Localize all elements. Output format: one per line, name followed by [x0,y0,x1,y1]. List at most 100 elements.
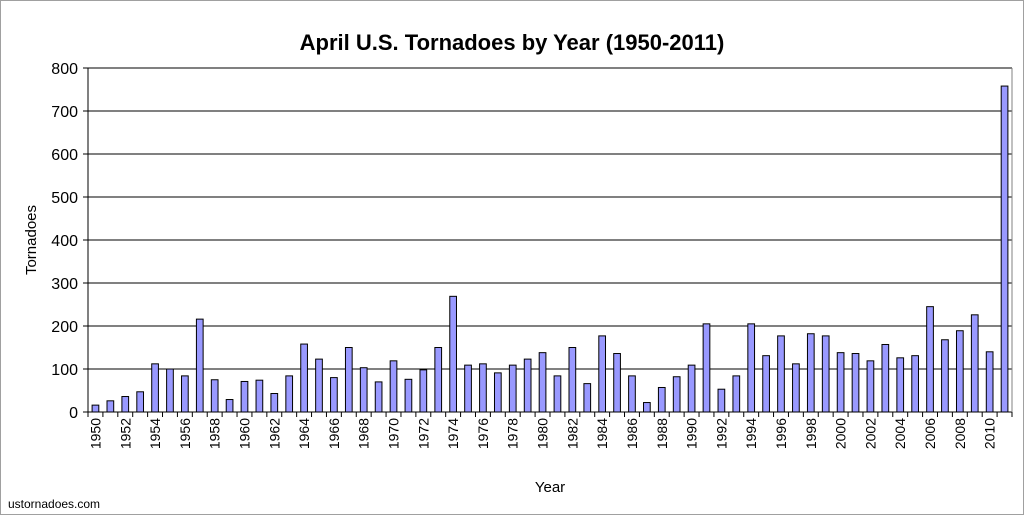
y-axis-label: Tornadoes [23,205,40,275]
bar-1989 [672,376,681,413]
x-tick-label: 1952 [117,418,133,449]
bar-1994 [747,323,756,413]
bar-1970 [389,360,398,413]
bar-1953 [136,391,145,413]
y-tick-label: 600 [51,147,78,164]
bar-1971 [404,378,413,413]
y-tick-label: 500 [51,190,78,207]
y-tick-label: 800 [51,61,78,78]
y-tick-label: 300 [51,276,78,293]
x-tick-label: 1976 [475,418,491,449]
bar-2010 [985,351,994,413]
y-tick-label: 400 [51,233,78,250]
x-tick-label: 1964 [296,418,312,449]
x-tick-label: 1992 [713,418,729,449]
bar-1979 [523,358,532,413]
bar-2001 [851,353,860,413]
x-tick-label: 2010 [982,418,998,449]
bar-1958 [210,379,219,413]
bar-1965 [315,358,323,413]
bar-1978 [508,364,517,413]
bar-1954 [151,363,159,413]
x-tick-label: 1972 [415,418,431,449]
bar-1997 [792,363,800,413]
x-tick-label: 1984 [594,418,610,449]
bar-1968 [359,367,368,413]
bar-1987 [643,402,651,413]
bar-1990 [687,364,696,413]
bar-1993 [732,375,741,413]
x-tick-label: 1974 [445,418,461,449]
x-tick-label: 2008 [952,418,968,449]
bar-1955 [166,368,174,413]
bar-1964 [300,343,308,413]
x-tick-label: 1986 [624,418,640,449]
x-tick-label: 1994 [743,418,759,449]
x-tick-label: 1970 [386,418,402,449]
bar-1951 [106,400,115,413]
bar-2011 [1000,85,1009,413]
bar-2009 [970,314,979,413]
x-tick-label: 1998 [803,418,819,449]
x-tick-label: 1988 [654,418,670,449]
bar-2007 [941,339,949,413]
bar-1960 [240,380,249,413]
y-tick-label: 700 [51,104,78,121]
x-tick-label: 1978 [505,418,521,449]
x-tick-label: 1996 [773,418,789,449]
bar-1977 [493,372,502,413]
bar-1985 [613,353,621,413]
bar-1957 [195,318,204,413]
bar-2005 [911,355,919,413]
bar-1998 [806,333,815,413]
x-tick-label: 2006 [922,418,938,449]
x-tick-label: 2002 [862,418,878,449]
bar-1950 [91,404,100,413]
bar-1967 [344,347,353,413]
bar-1982 [568,347,577,413]
bar-1975 [464,364,472,413]
x-tick-label: 1968 [356,418,372,449]
bar-2006 [926,306,934,413]
bar-1961 [255,379,264,413]
x-tick-label: 1954 [147,418,163,449]
bar-1959 [225,399,234,413]
bar-2000 [836,352,845,413]
bar-1988 [657,386,666,413]
x-tick-label: 1990 [684,418,700,449]
x-tick-label: 1982 [564,418,580,449]
bar-1974 [449,295,457,413]
bar-1973 [434,347,443,413]
y-tick-label: 200 [51,319,78,336]
x-tick-label: 1956 [177,418,193,449]
y-tick-label: 100 [51,362,78,379]
bar-2003 [881,343,890,413]
bar-1980 [538,352,547,413]
x-tick-label: 1980 [535,418,551,449]
bar-1986 [628,375,636,413]
bar-1999 [821,335,830,413]
x-axis-label: Year [535,479,565,496]
bar-1983 [583,383,592,413]
x-tick-label: 1962 [266,418,282,449]
bar-1956 [181,375,189,413]
chart-title: April U.S. Tornadoes by Year (1950-2011) [300,30,725,55]
x-tick-label: 2000 [833,418,849,449]
bar-1962 [270,393,279,413]
bar-1984 [598,335,607,413]
bar-1991 [702,323,711,413]
bar-1996 [777,335,785,413]
bar-1972 [419,369,428,413]
bar-2002 [866,360,875,413]
x-tick-label: 1960 [236,418,252,449]
bar-1969 [374,381,383,413]
bar-2004 [896,357,905,413]
x-tick-label: 1950 [87,418,103,449]
bar-2008 [955,330,964,413]
x-tick-label: 2004 [892,418,908,449]
y-tick-label: 0 [69,405,78,422]
x-tick-label: 1966 [326,418,342,449]
bar-1963 [285,375,294,413]
source-credit: ustornadoes.com [8,497,100,511]
